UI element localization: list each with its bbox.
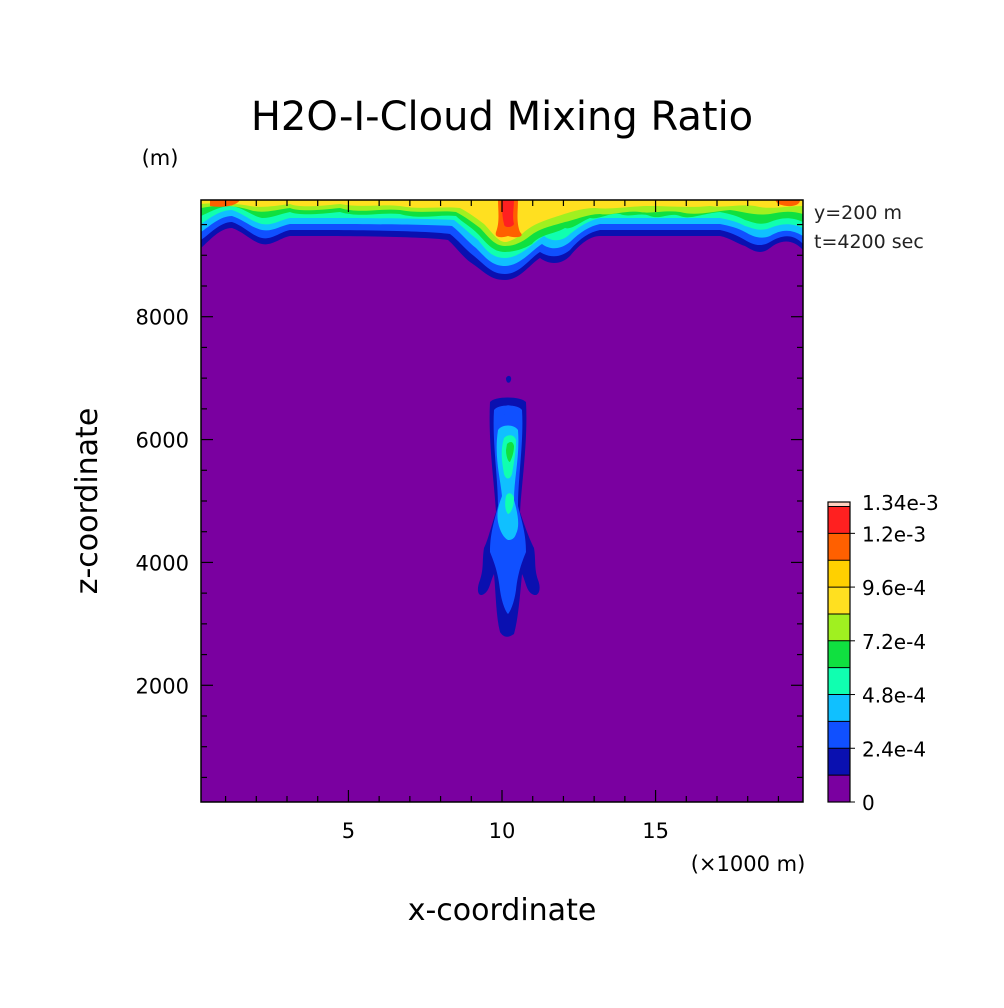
colorbar-swatch — [828, 640, 850, 668]
x-tick-group: 5 10 15 — [224, 200, 780, 843]
colorbar-swatch — [828, 502, 850, 507]
chart-title: H2O-I-Cloud Mixing Ratio — [251, 94, 753, 140]
x-tick-label: 15 — [642, 819, 669, 843]
column-band-5 — [506, 441, 514, 462]
column-tip — [506, 375, 512, 383]
colorbar-label: 0 — [862, 791, 875, 815]
colorbar-label: 1.2e-3 — [862, 522, 926, 546]
colorbar: 0 2.4e-4 4.8e-4 7.2e-4 9.6e-4 1.2e-3 1.34e-3 — [827, 491, 939, 815]
colorbar-swatch — [828, 748, 850, 776]
colorbar-label: 2.4e-4 — [862, 737, 926, 761]
column-band-6 — [505, 493, 514, 514]
annotation-y: y=200 m — [814, 202, 902, 224]
column-band-7 — [504, 405, 514, 422]
contour-band-9 — [502, 200, 514, 227]
annotation-t: t=4200 sec — [814, 231, 924, 253]
x-tick-label: 5 — [342, 819, 355, 843]
y-tick-group: 2000 4000 6000 8000 — [136, 223, 803, 779]
central-column — [477, 375, 540, 637]
y-tick-label: 2000 — [136, 674, 189, 698]
contour-band-11 — [775, 200, 800, 207]
y-tick-label: 6000 — [136, 429, 189, 453]
y-unit-label: (m) — [142, 146, 179, 170]
colorbar-swatch — [828, 560, 850, 588]
colorbar-label: 4.8e-4 — [862, 684, 926, 708]
x-unit-label: (×1000 m) — [691, 852, 806, 876]
colorbar-swatch — [828, 533, 850, 561]
colorbar-max-label: 1.34e-3 — [862, 491, 939, 515]
colorbar-label: 9.6e-4 — [862, 576, 926, 600]
colorbar-swatch — [828, 667, 850, 695]
y-tick-label: 8000 — [136, 306, 189, 330]
colorbar-swatch — [828, 613, 850, 641]
y-axis-title: z-coordinate — [70, 408, 105, 595]
colorbar-swatch — [828, 587, 850, 614]
x-tick-label: 10 — [489, 819, 516, 843]
colorbar-swatch — [828, 506, 850, 534]
colorbar-swatch — [828, 775, 850, 802]
colorbar-label: 7.2e-4 — [862, 630, 926, 654]
y-tick-label: 4000 — [136, 551, 189, 575]
x-axis-title: x-coordinate — [408, 893, 597, 928]
upper-cloud-layer — [201, 200, 803, 280]
colorbar-swatch — [828, 694, 850, 722]
colorbar-frame — [827, 501, 851, 803]
colorbar-swatch — [828, 721, 850, 749]
plot-area — [201, 200, 803, 802]
